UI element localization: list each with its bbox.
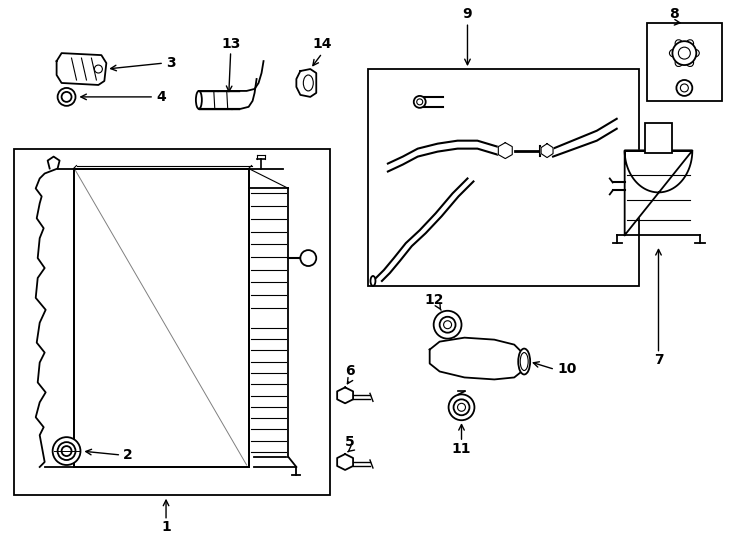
Circle shape <box>62 446 71 456</box>
Polygon shape <box>625 151 692 235</box>
Circle shape <box>677 80 692 96</box>
Text: 12: 12 <box>425 293 444 307</box>
Text: 8: 8 <box>669 8 679 21</box>
Ellipse shape <box>371 276 376 286</box>
Circle shape <box>448 394 474 420</box>
Ellipse shape <box>303 75 313 91</box>
Circle shape <box>457 403 465 411</box>
Circle shape <box>680 84 688 92</box>
Text: 10: 10 <box>557 362 576 376</box>
Circle shape <box>417 99 423 105</box>
Circle shape <box>434 311 462 339</box>
Text: 4: 4 <box>156 90 166 104</box>
Text: 9: 9 <box>462 8 472 21</box>
Polygon shape <box>429 338 524 380</box>
Ellipse shape <box>669 49 680 57</box>
Circle shape <box>62 92 71 102</box>
Text: 2: 2 <box>123 448 133 462</box>
Bar <box>368 69 639 286</box>
Circle shape <box>440 317 456 333</box>
Circle shape <box>414 96 426 108</box>
Circle shape <box>95 65 102 73</box>
Polygon shape <box>498 143 512 159</box>
Text: 3: 3 <box>166 56 175 70</box>
Text: 6: 6 <box>345 364 355 379</box>
Ellipse shape <box>689 49 700 57</box>
Text: 1: 1 <box>161 519 171 534</box>
Ellipse shape <box>675 57 683 66</box>
Text: 7: 7 <box>654 353 664 367</box>
Ellipse shape <box>685 40 694 49</box>
Polygon shape <box>541 144 553 158</box>
Text: 11: 11 <box>451 442 471 456</box>
Bar <box>73 168 249 467</box>
Polygon shape <box>337 454 353 470</box>
Circle shape <box>300 250 316 266</box>
Bar <box>647 23 722 101</box>
Circle shape <box>678 47 691 59</box>
Bar <box>14 148 330 495</box>
Ellipse shape <box>196 91 202 109</box>
Ellipse shape <box>520 353 528 370</box>
Polygon shape <box>199 61 264 109</box>
Circle shape <box>57 88 76 106</box>
Circle shape <box>454 400 470 415</box>
Text: 5: 5 <box>345 435 355 449</box>
Polygon shape <box>297 69 316 97</box>
Circle shape <box>57 442 76 460</box>
Ellipse shape <box>675 40 683 49</box>
Circle shape <box>53 437 81 465</box>
Ellipse shape <box>518 349 530 374</box>
Polygon shape <box>337 387 353 403</box>
Circle shape <box>672 41 697 65</box>
Bar <box>644 123 672 153</box>
Circle shape <box>443 321 451 329</box>
Text: 13: 13 <box>221 37 241 51</box>
Ellipse shape <box>685 57 694 66</box>
Text: 14: 14 <box>313 37 332 51</box>
Polygon shape <box>57 53 106 85</box>
